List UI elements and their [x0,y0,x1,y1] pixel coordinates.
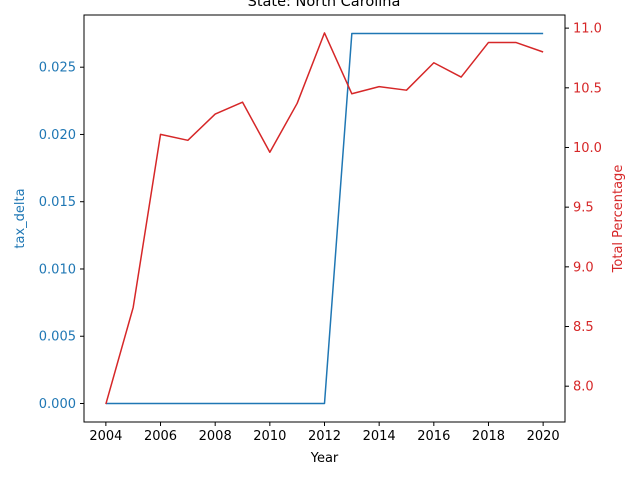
right-tick-label: 10.0 [573,141,602,156]
x-tick-label: 2018 [472,429,505,444]
right-tick-label: 11.0 [573,22,602,37]
x-axis-ticks: 2004 2006 2008 2010 2012 2014 2016 2018 2020 [89,422,560,444]
right-tick-label: 10.5 [573,81,602,96]
left-tick-label: 0.010 [39,262,76,277]
right-axis-ticks: 8.0 8.5 9.0 9.5 10.0 10.5 11.0 [565,22,602,395]
chart-title: State: North Carolina [248,0,401,10]
x-tick-label: 2006 [144,429,177,444]
x-tick-label: 2012 [308,429,341,444]
right-tick-label: 9.0 [573,260,594,275]
x-tick-label: 2008 [199,429,232,444]
left-tick-label: 0.005 [39,330,76,345]
left-tick-label: 0.000 [39,397,76,412]
x-tick-label: 2010 [253,429,286,444]
right-tick-label: 8.5 [573,320,594,335]
x-axis-label: Year [310,451,339,466]
x-tick-label: 2016 [417,429,450,444]
x-tick-label: 2020 [527,429,560,444]
tax-delta-line [105,32,544,405]
x-tick-label: 2014 [363,429,396,444]
left-axis-label: tax_delta [13,188,28,248]
left-tick-label: 0.020 [39,128,76,143]
right-tick-label: 9.5 [573,201,594,216]
left-tick-label: 0.015 [39,195,76,210]
left-tick-label: 0.025 [39,61,76,76]
right-axis-label: Total Percentage [611,165,626,274]
x-tick-label: 2004 [89,429,122,444]
series-layer [105,32,544,405]
left-axis-ticks: 0.000 0.005 0.010 0.015 0.020 0.025 [39,61,84,412]
right-tick-label: 8.0 [573,380,594,395]
total-percentage-line [105,32,544,405]
plot-frame [83,14,566,423]
